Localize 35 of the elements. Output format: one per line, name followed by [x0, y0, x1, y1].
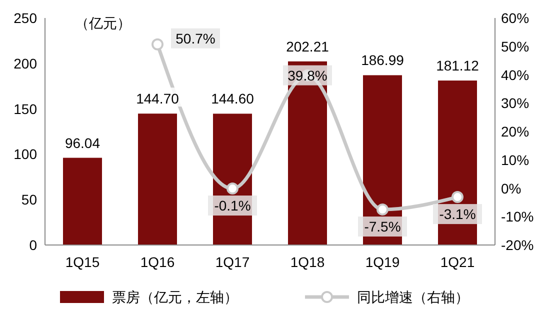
x-tick-label: 1Q18 — [290, 254, 325, 270]
data-label: 144.60 — [211, 90, 254, 107]
y2-tick-label: 50% — [501, 38, 530, 54]
y-tick-label: 200 — [14, 55, 38, 72]
y2-tick-label: -20% — [501, 237, 534, 253]
x-tick-label: 1Q21 — [440, 254, 475, 270]
y2-tick-label: 20% — [501, 124, 530, 140]
data-label: 186.99 — [361, 52, 404, 68]
y2-tick-label: -10% — [501, 208, 534, 225]
data-label: -7.5% — [364, 218, 401, 235]
data-label: 144.70 — [136, 90, 180, 107]
legend-label: 票房（亿元，左轴） — [112, 289, 238, 305]
x-tick-label: 1Q15 — [65, 254, 100, 270]
data-label: 39.8% — [288, 67, 328, 84]
y-tick-label: 0 — [29, 237, 38, 253]
x-tick-label: 1Q16 — [140, 254, 175, 270]
legend-label: 同比增速（右轴） — [357, 289, 469, 305]
data-label: 50.7% — [176, 30, 216, 46]
data-label: -3.1% — [439, 206, 476, 222]
data-label: 181.12 — [436, 58, 480, 74]
data-label: 96.04 — [64, 134, 100, 151]
x-tick-label: 1Q19 — [365, 254, 400, 270]
data-label: -0.1% — [214, 198, 251, 214]
x-tick-label: 1Q17 — [215, 254, 250, 270]
y2-tick-label: 30% — [501, 95, 530, 112]
y-tick-label: 150 — [14, 100, 38, 117]
data-label: 202.21 — [286, 38, 330, 54]
y2-tick-label: 10% — [501, 152, 530, 168]
y2-tick-label: 60% — [501, 10, 530, 26]
y-tick-label: 100 — [14, 146, 38, 162]
y-tick-label: 50 — [21, 192, 38, 208]
annotation: （亿元） — [75, 15, 131, 31]
y2-tick-label: 0% — [501, 180, 522, 196]
y2-tick-label: 40% — [501, 66, 530, 83]
y-tick-label: 250 — [14, 10, 38, 26]
